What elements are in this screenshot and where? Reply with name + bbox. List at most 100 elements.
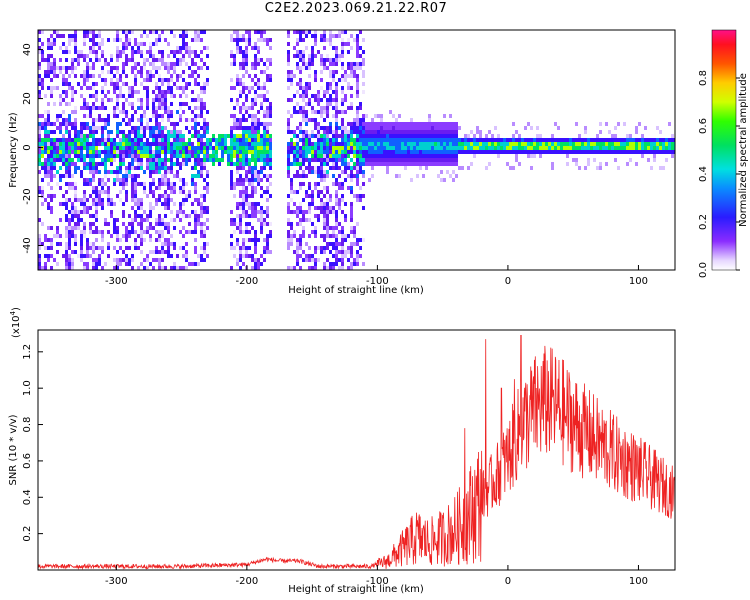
heatmap-cell bbox=[158, 114, 161, 118]
heatmap-cell bbox=[545, 150, 548, 154]
heatmap-cell bbox=[152, 266, 155, 270]
heatmap-cell bbox=[98, 230, 101, 234]
heatmap-cell bbox=[74, 126, 77, 130]
heatmap-cell bbox=[125, 262, 128, 266]
heatmap-cell bbox=[146, 102, 149, 106]
heatmap-cell bbox=[230, 266, 233, 270]
heatmap-cell bbox=[242, 38, 245, 42]
heatmap-cell bbox=[497, 142, 500, 146]
heatmap-cell bbox=[38, 90, 41, 94]
heatmap-cell bbox=[329, 262, 332, 266]
heatmap-cell bbox=[179, 246, 182, 250]
heatmap-cell bbox=[206, 226, 209, 230]
heatmap-cell bbox=[143, 190, 146, 194]
heatmap-cell bbox=[605, 138, 608, 142]
heatmap-cell bbox=[302, 106, 305, 110]
heatmap-cell bbox=[305, 94, 308, 98]
heatmap-cell bbox=[434, 158, 437, 162]
heatmap-cell bbox=[230, 34, 233, 38]
heatmap-cell bbox=[41, 190, 44, 194]
heatmap-cell bbox=[254, 150, 257, 154]
heatmap-cell bbox=[260, 226, 263, 230]
heatmap-cell bbox=[65, 66, 68, 70]
heatmap-cell bbox=[182, 154, 185, 158]
heatmap-cell bbox=[125, 150, 128, 154]
heatmap-cell bbox=[167, 42, 170, 46]
heatmap-cell bbox=[233, 194, 236, 198]
heatmap-cell bbox=[56, 150, 59, 154]
heatmap-cell bbox=[419, 130, 422, 134]
heatmap-cell bbox=[245, 70, 248, 74]
heatmap-cell bbox=[335, 210, 338, 214]
heatmap-cell bbox=[371, 134, 374, 138]
heatmap-cell bbox=[101, 106, 104, 110]
heatmap-cell bbox=[206, 154, 209, 158]
heatmap-cell bbox=[545, 146, 548, 150]
heatmap-cell bbox=[653, 146, 656, 150]
heatmap-cell bbox=[170, 130, 173, 134]
heatmap-cell bbox=[242, 106, 245, 110]
heatmap-cell bbox=[131, 58, 134, 62]
heatmap-cell bbox=[182, 150, 185, 154]
heatmap-cell bbox=[251, 226, 254, 230]
heatmap-cell bbox=[62, 134, 65, 138]
heatmap-cell bbox=[383, 154, 386, 158]
heatmap-cell bbox=[137, 106, 140, 110]
heatmap-cell bbox=[641, 138, 644, 142]
heatmap-cell bbox=[542, 150, 545, 154]
heatmap-cell bbox=[194, 186, 197, 190]
heatmap-cell bbox=[398, 126, 401, 130]
heatmap-cell bbox=[248, 246, 251, 250]
heatmap-cell bbox=[386, 126, 389, 130]
heatmap-cell bbox=[251, 258, 254, 262]
heatmap-cell bbox=[50, 206, 53, 210]
spectrogram-y-axis-label: Frequency (Hz) bbox=[8, 112, 19, 188]
heatmap-cell bbox=[167, 90, 170, 94]
heatmap-cell bbox=[362, 38, 365, 42]
heatmap-cell bbox=[206, 158, 209, 162]
heatmap-cell bbox=[200, 110, 203, 114]
heatmap-cell bbox=[50, 66, 53, 70]
heatmap-cell bbox=[263, 250, 266, 254]
heatmap-cell bbox=[92, 94, 95, 98]
heatmap-cell bbox=[638, 142, 641, 146]
heatmap-cell bbox=[245, 210, 248, 214]
heatmap-cell bbox=[323, 66, 326, 70]
heatmap-cell bbox=[245, 190, 248, 194]
heatmap-cell bbox=[38, 46, 41, 50]
heatmap-cell bbox=[362, 154, 365, 158]
heatmap-cell bbox=[125, 226, 128, 230]
heatmap-cell bbox=[248, 130, 251, 134]
heatmap-cell bbox=[98, 194, 101, 198]
heatmap-cell bbox=[158, 266, 161, 270]
heatmap-cell bbox=[230, 114, 233, 118]
heatmap-cell bbox=[209, 158, 212, 162]
heatmap-cell bbox=[242, 66, 245, 70]
heatmap-cell bbox=[335, 62, 338, 66]
heatmap-cell bbox=[239, 254, 242, 258]
heatmap-cell bbox=[665, 142, 668, 146]
heatmap-cell bbox=[257, 142, 260, 146]
heatmap-cell bbox=[290, 186, 293, 190]
heatmap-cell bbox=[395, 118, 398, 122]
heatmap-cell bbox=[203, 142, 206, 146]
heatmap-cell bbox=[671, 142, 674, 146]
heatmap-cell bbox=[110, 202, 113, 206]
heatmap-cell bbox=[617, 166, 620, 170]
heatmap-cell bbox=[149, 162, 152, 166]
heatmap-cell bbox=[164, 266, 167, 270]
heatmap-cell bbox=[65, 254, 68, 258]
heatmap-cell bbox=[170, 158, 173, 162]
heatmap-cell bbox=[68, 130, 71, 134]
heatmap-cell bbox=[143, 182, 146, 186]
heatmap-cell bbox=[179, 210, 182, 214]
heatmap-cell bbox=[83, 154, 86, 158]
heatmap-cell bbox=[269, 158, 272, 162]
heatmap-cell bbox=[398, 130, 401, 134]
heatmap-cell bbox=[299, 66, 302, 70]
heatmap-cell bbox=[299, 174, 302, 178]
heatmap-cell bbox=[428, 138, 431, 142]
heatmap-cell bbox=[77, 62, 80, 66]
heatmap-cell bbox=[74, 198, 77, 202]
heatmap-cell bbox=[242, 142, 245, 146]
